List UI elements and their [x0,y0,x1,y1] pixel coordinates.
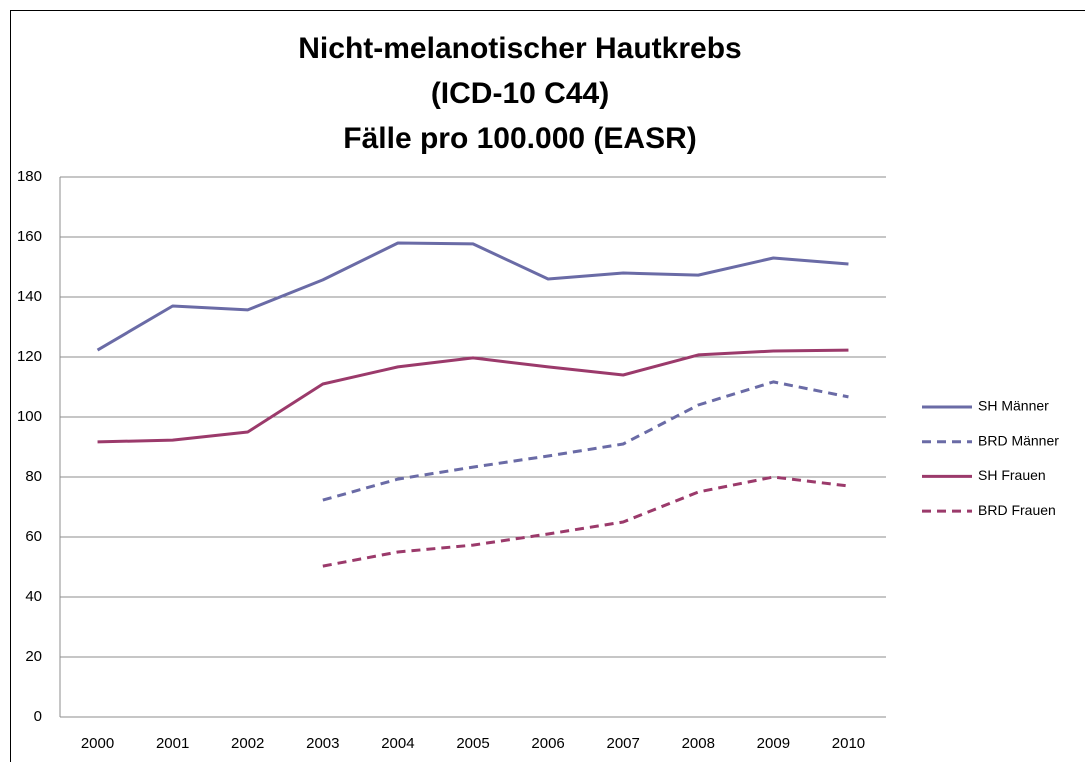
y-tick-label: 100 [17,408,42,425]
x-tick-label: 2000 [81,735,114,752]
chart-title: (ICD-10 C44) [431,77,609,110]
y-tick-label: 20 [25,648,42,665]
y-tick-label: 0 [34,708,42,725]
x-tick-label: 2008 [682,735,715,752]
y-tick-label: 60 [25,528,42,545]
y-tick-label: 80 [25,468,42,485]
legend-label: BRD Männer [978,432,1059,448]
y-tick-label: 180 [17,168,42,185]
y-tick-label: 40 [25,588,42,605]
x-tick-label: 2001 [156,735,189,752]
x-tick-label: 2007 [606,735,639,752]
legend-label: SH Männer [978,398,1049,414]
legend-label: SH Frauen [978,467,1046,483]
y-tick-label: 140 [17,288,42,305]
chart-title: Nicht-melanotischer Hautkrebs [298,32,741,65]
x-tick-label: 2005 [456,735,489,752]
x-tick-label: 2003 [306,735,339,752]
chart-title: Fälle pro 100.000 (EASR) [343,122,696,155]
y-tick-label: 160 [17,228,42,245]
x-tick-label: 2002 [231,735,264,752]
x-tick-label: 2009 [757,735,790,752]
x-tick-label: 2004 [381,735,414,752]
x-tick-label: 2006 [531,735,564,752]
y-tick-label: 120 [17,348,42,365]
x-tick-label: 2010 [832,735,865,752]
legend-label: BRD Frauen [978,502,1056,518]
